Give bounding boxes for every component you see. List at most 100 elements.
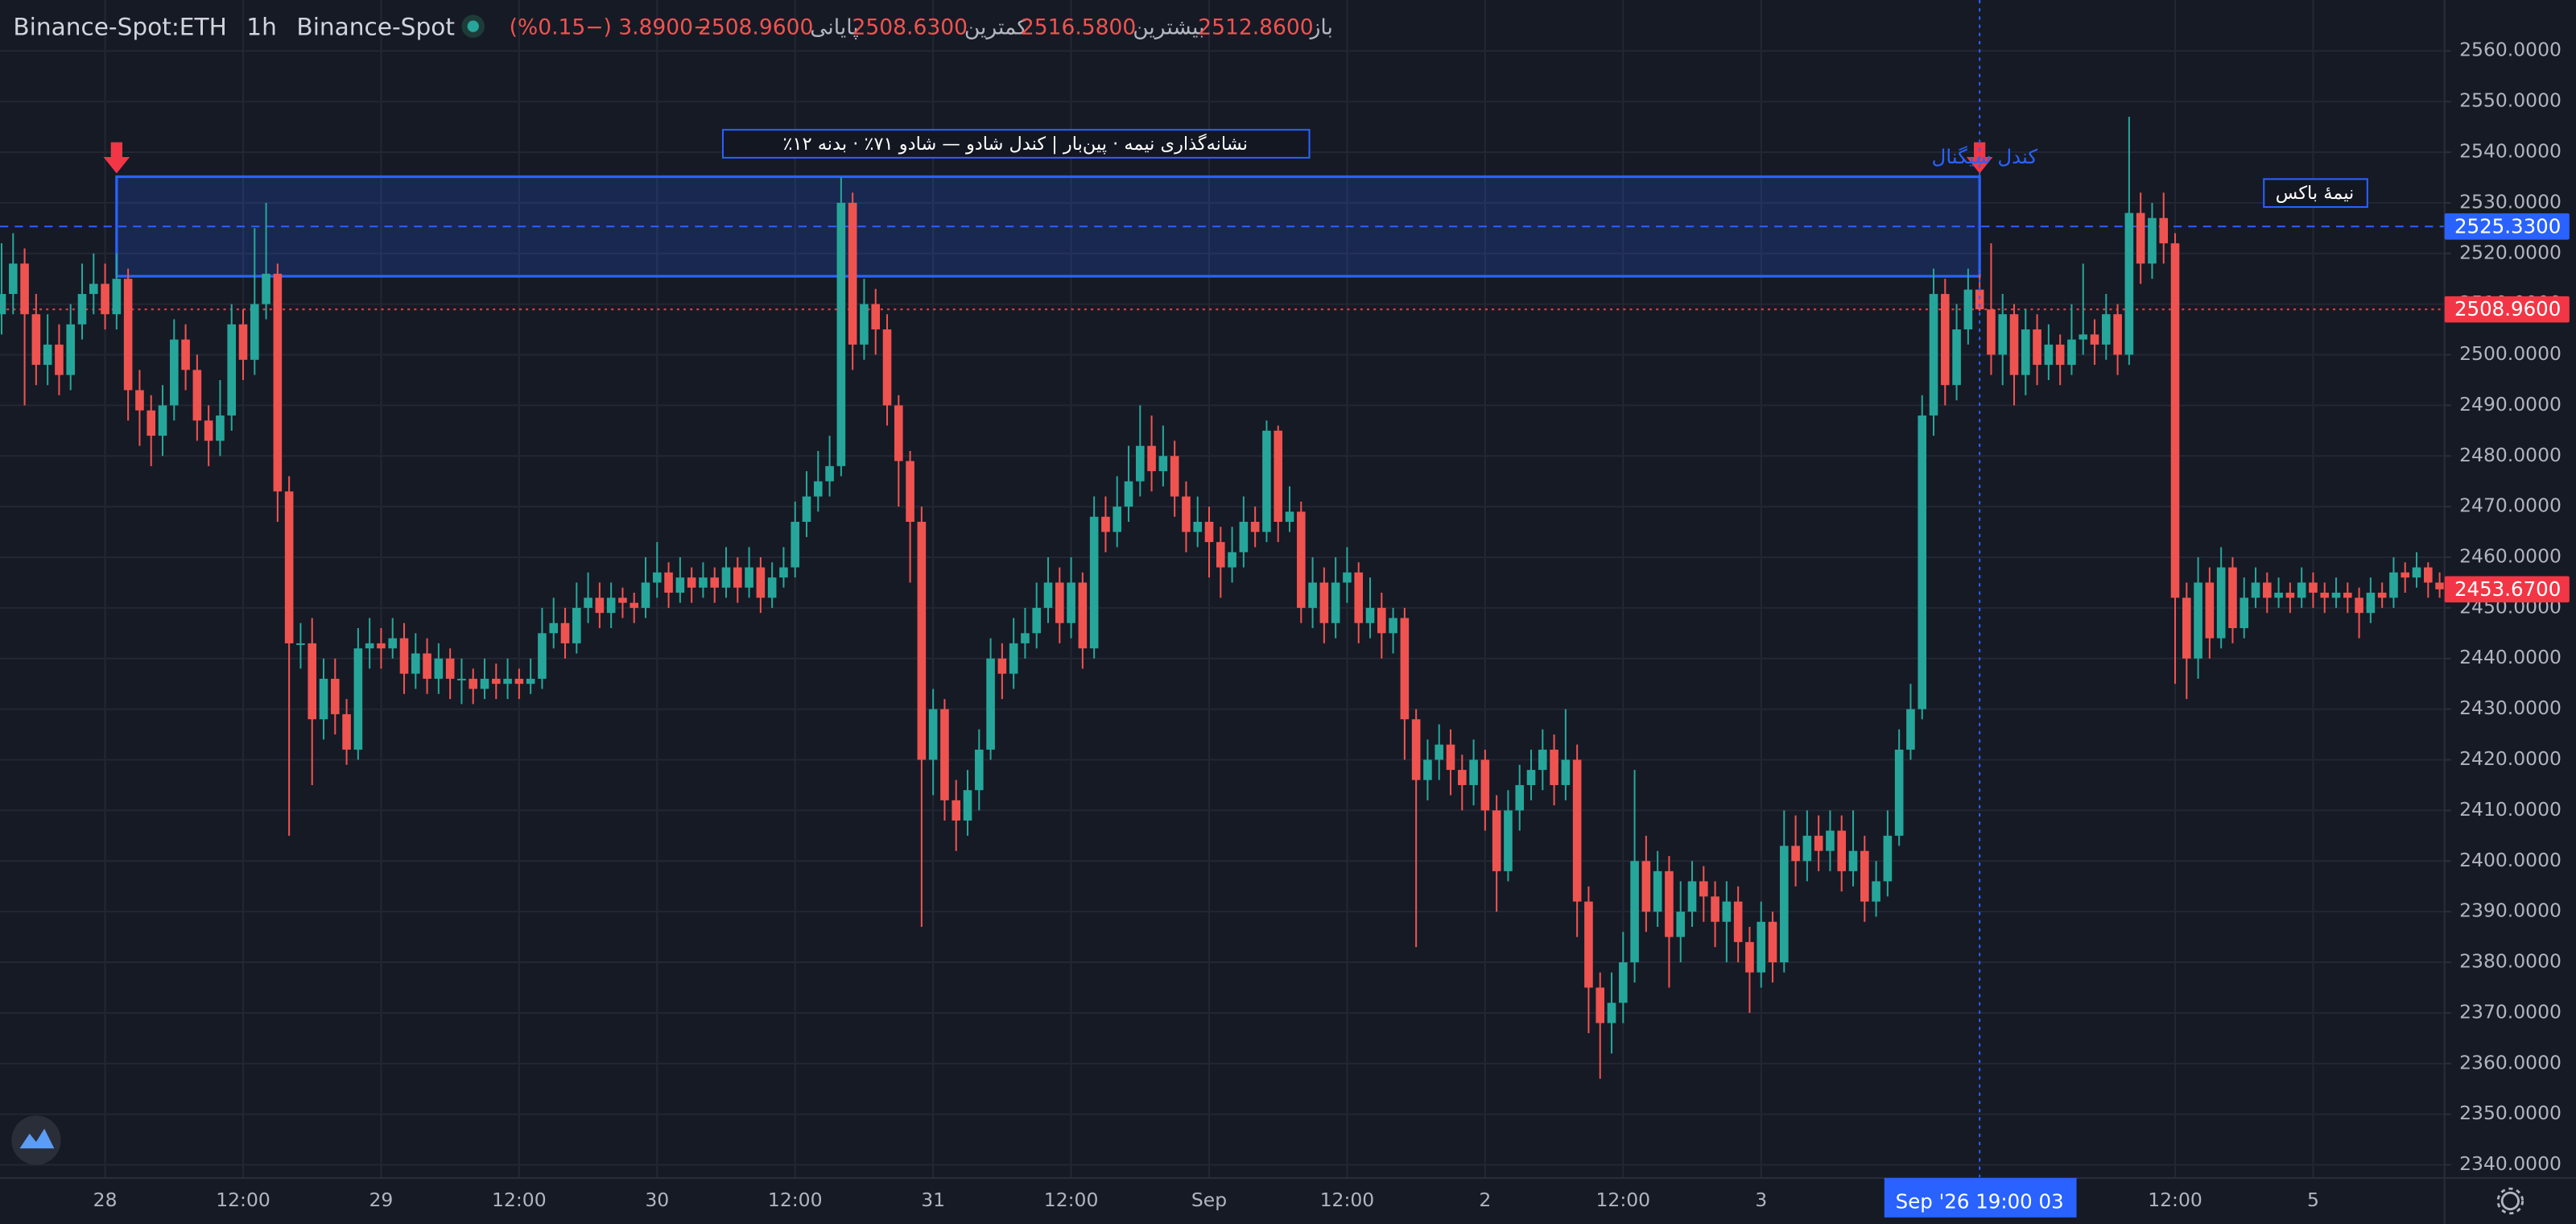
candle-body — [1021, 633, 1030, 643]
price-tag: 2525.3300 — [2454, 214, 2561, 238]
candle-body — [457, 678, 466, 680]
candle-body — [112, 279, 122, 315]
candle-body — [2228, 567, 2237, 629]
candle-body — [940, 709, 949, 800]
candle-body — [514, 678, 524, 684]
candle-body — [1963, 289, 1973, 330]
candle-body — [1089, 516, 1099, 649]
ohlc-label: بیشترین — [1133, 14, 1204, 39]
annotation-box — [721, 129, 1311, 159]
candle-body — [1665, 870, 1674, 937]
candle-body — [1216, 542, 1225, 568]
y-tick-label: 2550.0000 — [2459, 89, 2562, 112]
candle-body — [963, 790, 972, 821]
y-tick-label: 2520.0000 — [2459, 241, 2562, 263]
candle-body — [1883, 835, 1893, 882]
candle-body — [882, 329, 892, 406]
candle-body — [158, 405, 167, 436]
candle-body — [584, 598, 592, 608]
signal-arrow — [103, 142, 130, 174]
candle-body — [1526, 770, 1536, 785]
candle-body — [1170, 456, 1179, 497]
candle-body — [1043, 582, 1053, 608]
candle-body — [1365, 607, 1375, 623]
status-dot-inner — [467, 20, 479, 32]
candle-body — [469, 678, 478, 689]
ohlc-label: پایانی — [810, 14, 858, 39]
y-tick-label: 2370.0000 — [2459, 1000, 2562, 1023]
candle-body — [2055, 344, 2065, 366]
candle-body — [284, 491, 294, 643]
gear-teeth[interactable] — [2496, 1187, 2524, 1215]
candle-body — [606, 598, 616, 614]
candle-body — [1389, 618, 1397, 634]
candle-body — [2274, 593, 2283, 598]
exchange: Binance-Spot — [296, 13, 455, 40]
candle-body — [699, 577, 708, 588]
y-tick-label: 2380.0000 — [2459, 950, 2562, 973]
candle-body — [1653, 870, 1662, 912]
candle-body — [2021, 329, 2030, 375]
candle-body — [262, 273, 270, 304]
y-tick-label: 2480.0000 — [2459, 444, 2562, 466]
candle-body — [825, 465, 834, 482]
crosshair-label: Sep '26 19:00 03 — [1896, 1189, 2064, 1213]
candle-body — [836, 202, 846, 466]
candle-body — [2067, 339, 2076, 366]
candle-body — [1515, 784, 1525, 811]
candle-body — [503, 678, 512, 684]
candle-body — [2355, 598, 2363, 614]
candle-body — [423, 653, 431, 679]
candle-body — [1676, 912, 1686, 937]
settings-icon[interactable] — [2496, 1187, 2524, 1215]
candle-body — [1561, 759, 1571, 785]
candle-body — [1929, 294, 1938, 416]
candle-body — [1504, 810, 1513, 871]
candle-body — [1802, 835, 1812, 862]
price-tag: 2508.9600 — [2454, 297, 2561, 320]
candle-body — [1135, 445, 1145, 482]
candle-body — [2423, 567, 2433, 583]
candle-body — [2090, 334, 2099, 345]
candle-body — [353, 648, 363, 750]
x-tick-label: 31 — [921, 1189, 945, 1211]
candle-body — [1411, 719, 1421, 780]
x-tick-label: 12:00 — [1044, 1189, 1099, 1211]
candle-body — [2262, 582, 2272, 598]
logo — [11, 1115, 61, 1165]
candle-body — [848, 202, 857, 345]
candle-body — [1204, 521, 1214, 543]
gear[interactable] — [2500, 1191, 2520, 1211]
candle-body — [1067, 582, 1075, 623]
candle-body — [538, 633, 547, 679]
candle-body — [135, 390, 144, 411]
candle-body — [2009, 314, 2019, 375]
x-tick-label: 12:00 — [492, 1189, 547, 1211]
candle-body — [411, 653, 420, 674]
candle-body — [66, 324, 76, 375]
candle-body — [1814, 835, 1823, 851]
candle-body — [1987, 309, 1996, 355]
candle-body — [1343, 572, 1352, 583]
candle-body — [434, 658, 444, 679]
candle-body — [1480, 759, 1490, 811]
candle-body — [1894, 749, 1904, 836]
candle-body — [181, 339, 190, 370]
annotation: نیمهٔ باکس — [2276, 183, 2355, 204]
y-tick-label: 2530.0000 — [2459, 190, 2562, 213]
candle-body — [1952, 329, 1961, 386]
candle-body — [1940, 294, 1950, 386]
candle-body — [1607, 1003, 1616, 1023]
x-tick-label: 12:00 — [768, 1189, 823, 1211]
candle-body — [1687, 881, 1697, 912]
candle-body — [1757, 921, 1766, 973]
candle-body — [1975, 289, 1984, 310]
ohlc-value: 2508.6300 — [852, 14, 968, 39]
plot — [0, 0, 2445, 1178]
header: Binance-Spot:ETH 1h Binance-Spot — [13, 13, 455, 40]
candle-body — [526, 678, 535, 684]
candle-body — [2366, 593, 2376, 614]
candle-body — [1457, 770, 1467, 785]
